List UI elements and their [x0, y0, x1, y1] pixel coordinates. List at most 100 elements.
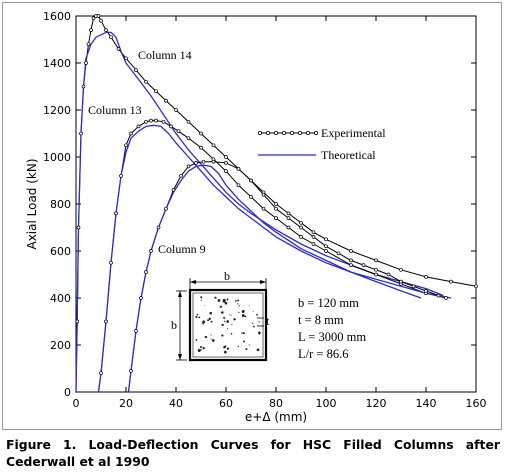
aggregate-speck	[237, 299, 240, 302]
data-point-column-13	[144, 119, 148, 124]
data-point-column-14	[311, 230, 316, 235]
data-point-column-9	[374, 267, 378, 272]
y-tick-label: 1200	[43, 104, 71, 117]
data-point-column-13	[374, 272, 378, 277]
aggregate-speck	[210, 320, 213, 323]
aggregate-speck	[248, 305, 250, 307]
data-point-column-13	[299, 235, 303, 239]
aggregate-speck	[237, 303, 239, 305]
aggregate-speck	[223, 346, 226, 349]
dim-arrow-top-right	[260, 280, 266, 284]
property-t: t = 8 mm	[298, 313, 344, 327]
data-point-column-13	[444, 296, 448, 300]
aggregate-speck	[210, 334, 212, 336]
aggregate-speck	[231, 323, 233, 325]
data-point-column-14	[349, 249, 353, 253]
data-point-column-14	[424, 275, 428, 279]
dim-t-label: t	[266, 314, 270, 328]
legend-experimental-marker	[313, 130, 318, 135]
data-point-column-14	[224, 155, 228, 159]
y-tick-label: 1400	[43, 57, 71, 70]
y-axis-label: Axial Load (kN)	[25, 158, 39, 249]
data-point-column-14	[76, 225, 81, 230]
legend-experimental-marker	[257, 130, 262, 135]
data-point-column-13	[154, 118, 158, 123]
data-point-column-9	[211, 159, 216, 164]
aggregate-speck	[258, 333, 260, 335]
aggregate-speck	[241, 310, 245, 313]
data-point-column-14	[81, 84, 86, 89]
figure-frame	[2, 2, 502, 430]
dim-b-top-label: b	[224, 269, 230, 283]
data-point-column-13	[224, 169, 228, 173]
y-tick-label: 200	[50, 339, 71, 352]
aggregate-speck	[202, 322, 204, 325]
theoretical-curve-column-14	[75, 31, 444, 393]
data-point-column-14	[474, 284, 478, 289]
x-tick-label: 160	[466, 397, 487, 410]
aggregate-speck	[256, 348, 260, 352]
aggregate-speck	[256, 313, 258, 316]
data-point-column-13	[324, 249, 328, 253]
aggregate-speck	[219, 305, 223, 308]
aggregate-speck	[224, 302, 228, 305]
data-point-column-9	[149, 249, 153, 253]
x-tick-label: 20	[119, 397, 133, 410]
data-point-column-13	[129, 131, 133, 136]
experimental-curve-column-9	[128, 161, 439, 393]
aggregate-speck	[251, 322, 254, 324]
data-point-column-13	[109, 260, 113, 265]
dim-b-left-label: b	[171, 318, 177, 332]
data-point-column-14	[86, 42, 91, 47]
legend-experimental-marker	[273, 130, 278, 135]
data-point-column-13	[136, 124, 141, 129]
aggregate-speck	[214, 296, 217, 299]
concrete-core	[192, 292, 264, 358]
aggregate-speck	[221, 311, 224, 314]
data-point-column-14	[211, 143, 216, 148]
data-point-column-14	[154, 89, 158, 94]
data-point-column-13	[311, 242, 316, 246]
aggregate-speck	[226, 298, 229, 301]
x-tick-label: 80	[269, 397, 283, 410]
dim-arrow-left-bottom	[178, 354, 182, 360]
data-point-column-13	[161, 119, 166, 124]
data-point-column-9	[171, 188, 176, 192]
data-point-column-13	[99, 371, 103, 376]
aggregate-speck	[223, 350, 227, 354]
data-point-column-9	[156, 225, 161, 230]
data-point-column-9	[399, 279, 403, 284]
aggregate-speck	[253, 325, 255, 328]
aggregate-speck	[248, 344, 250, 346]
theoretical-curve-column-13	[97, 124, 452, 393]
cross-section-diagram: b b t	[171, 269, 270, 362]
data-point-column-13	[104, 319, 108, 324]
data-point-column-9	[201, 159, 206, 164]
dim-arrow-left-top	[178, 291, 182, 297]
aggregate-speck	[200, 299, 202, 301]
aggregate-speck	[209, 311, 212, 315]
data-point-column-14	[164, 98, 168, 103]
data-point-column-14	[399, 267, 403, 272]
legend-experimental-marker	[297, 130, 302, 135]
aggregate-speck	[221, 334, 224, 337]
data-point-column-14	[75, 319, 80, 324]
data-point-column-13	[149, 118, 153, 123]
aggregate-speck	[243, 340, 245, 343]
x-tick-label: 100	[316, 397, 337, 410]
concrete-aggregate	[195, 296, 261, 354]
data-point-column-14	[174, 108, 178, 112]
aggregate-speck	[208, 317, 211, 320]
x-tick-label: 60	[219, 397, 233, 410]
y-tick-label: 0	[64, 386, 71, 399]
aggregate-speck	[204, 305, 206, 306]
data-point-column-14	[299, 220, 303, 225]
data-point-column-14	[374, 258, 378, 263]
data-point-column-13	[261, 206, 266, 211]
axes: 0 20 40 60 80 100 120 140 1600200400600800100012…	[43, 10, 487, 410]
aggregate-speck	[195, 315, 198, 318]
data-point-column-13	[169, 124, 173, 129]
experimental-curve-column-13	[98, 120, 447, 393]
aggregate-speck	[210, 338, 212, 340]
marker-layer	[75, 14, 478, 376]
